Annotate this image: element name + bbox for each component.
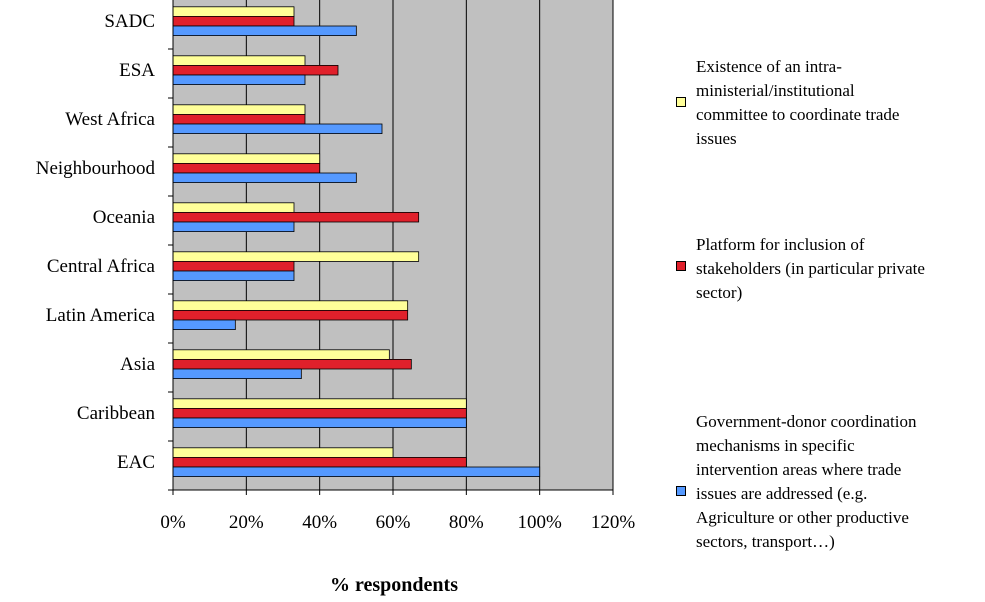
bar-oceania-series-1: [172, 202, 295, 213]
x-tick-label: 20%: [229, 512, 264, 533]
legend-swatch-blue: [676, 486, 686, 496]
bar-neighbourhood-series-1: [172, 153, 321, 164]
legend-line: committee to coordinate trade: [696, 105, 900, 124]
x-tick-label: 100%: [518, 512, 563, 533]
bar-asia-series-1: [172, 349, 390, 360]
category-label: ESA: [119, 60, 155, 81]
legend-label: Existence of an intra- ministerial/insti…: [696, 55, 981, 151]
legend-line: issues are addressed (e.g.: [696, 484, 868, 503]
bar-caribbean-series-2: [172, 407, 467, 419]
legend-line: ministerial/institutional: [696, 81, 855, 100]
category-label: Asia: [120, 354, 155, 375]
category-label: Caribbean: [77, 403, 156, 424]
legend: Existence of an intra- ministerial/insti…: [676, 0, 981, 602]
legend-label: Government-donor coordination mechanisms…: [696, 410, 981, 554]
bar-esa-series-2: [172, 65, 339, 76]
legend-line: Government-donor coordination: [696, 412, 917, 431]
legend-line: sector): [696, 283, 743, 302]
bar-central-africa-series-3: [172, 270, 295, 282]
legend-swatch-red: [676, 261, 686, 271]
bar-oceania-series-2: [172, 211, 420, 223]
category-label: Central Africa: [47, 256, 156, 277]
bar-caribbean-series-1: [172, 398, 467, 409]
category-label: Neighbourhood: [36, 158, 156, 179]
legend-line: Existence of an intra-: [696, 57, 842, 76]
bar-esa-series-1: [172, 55, 306, 66]
bar-sadc-series-1: [172, 6, 295, 17]
bar-central-africa-series-1: [172, 251, 420, 262]
x-tick-label: 40%: [302, 512, 337, 533]
category-label: EAC: [117, 452, 155, 473]
bar-latin-america-series-1: [172, 300, 409, 311]
bar-chart: SADC ESA West Africa Neighbourhood Oceania Ce…: [36, 0, 636, 596]
bar-eac-series-1: [172, 447, 394, 458]
legend-label: Platform for inclusion of stakeholders (…: [696, 233, 981, 305]
legend-line: stakeholders (in particular private: [696, 259, 925, 278]
bar-west-africa-series-2: [172, 114, 306, 125]
legend-line: Agriculture or other productive: [696, 508, 909, 527]
legend-line: intervention areas where trade: [696, 460, 902, 479]
legend-line: Platform for inclusion of: [696, 235, 865, 254]
x-axis-title: % respondents: [330, 574, 458, 596]
bar-esa-series-3: [172, 74, 306, 86]
bar-eac-series-3: [172, 466, 541, 478]
bar-asia-series-2: [172, 358, 412, 370]
bar-latin-america-series-3: [172, 319, 236, 331]
legend-line: sectors, transport…): [696, 532, 835, 551]
bar-eac-series-2: [172, 456, 467, 468]
bar-latin-america-series-2: [172, 309, 409, 321]
x-tick-label: 120%: [591, 512, 636, 533]
category-label: SADC: [104, 11, 155, 32]
legend-line: mechanisms in specific: [696, 436, 855, 455]
legend-swatch-yellow: [676, 97, 686, 107]
x-tick-label: 80%: [449, 512, 484, 533]
category-label: West Africa: [65, 109, 155, 130]
bar-asia-series-3: [172, 368, 302, 380]
category-label: Latin America: [46, 305, 156, 326]
bar-neighbourhood-series-3: [172, 172, 357, 184]
axes: SADC ESA West Africa Neighbourhood Oceania Ce…: [36, 0, 636, 533]
bar-oceania-series-3: [172, 221, 295, 233]
bar-sadc-series-2: [172, 15, 295, 27]
bar-west-africa-series-1: [172, 104, 306, 115]
x-tick-label: 60%: [376, 512, 411, 533]
bar-central-africa-series-2: [172, 260, 295, 272]
category-label: Oceania: [93, 207, 156, 228]
x-tick-label: 0%: [160, 512, 186, 533]
bar-sadc-series-3: [172, 25, 357, 37]
bar-west-africa-series-3: [172, 123, 383, 135]
legend-line: issues: [696, 129, 737, 148]
bar-neighbourhood-series-2: [172, 162, 321, 174]
bar-caribbean-series-3: [172, 417, 467, 429]
